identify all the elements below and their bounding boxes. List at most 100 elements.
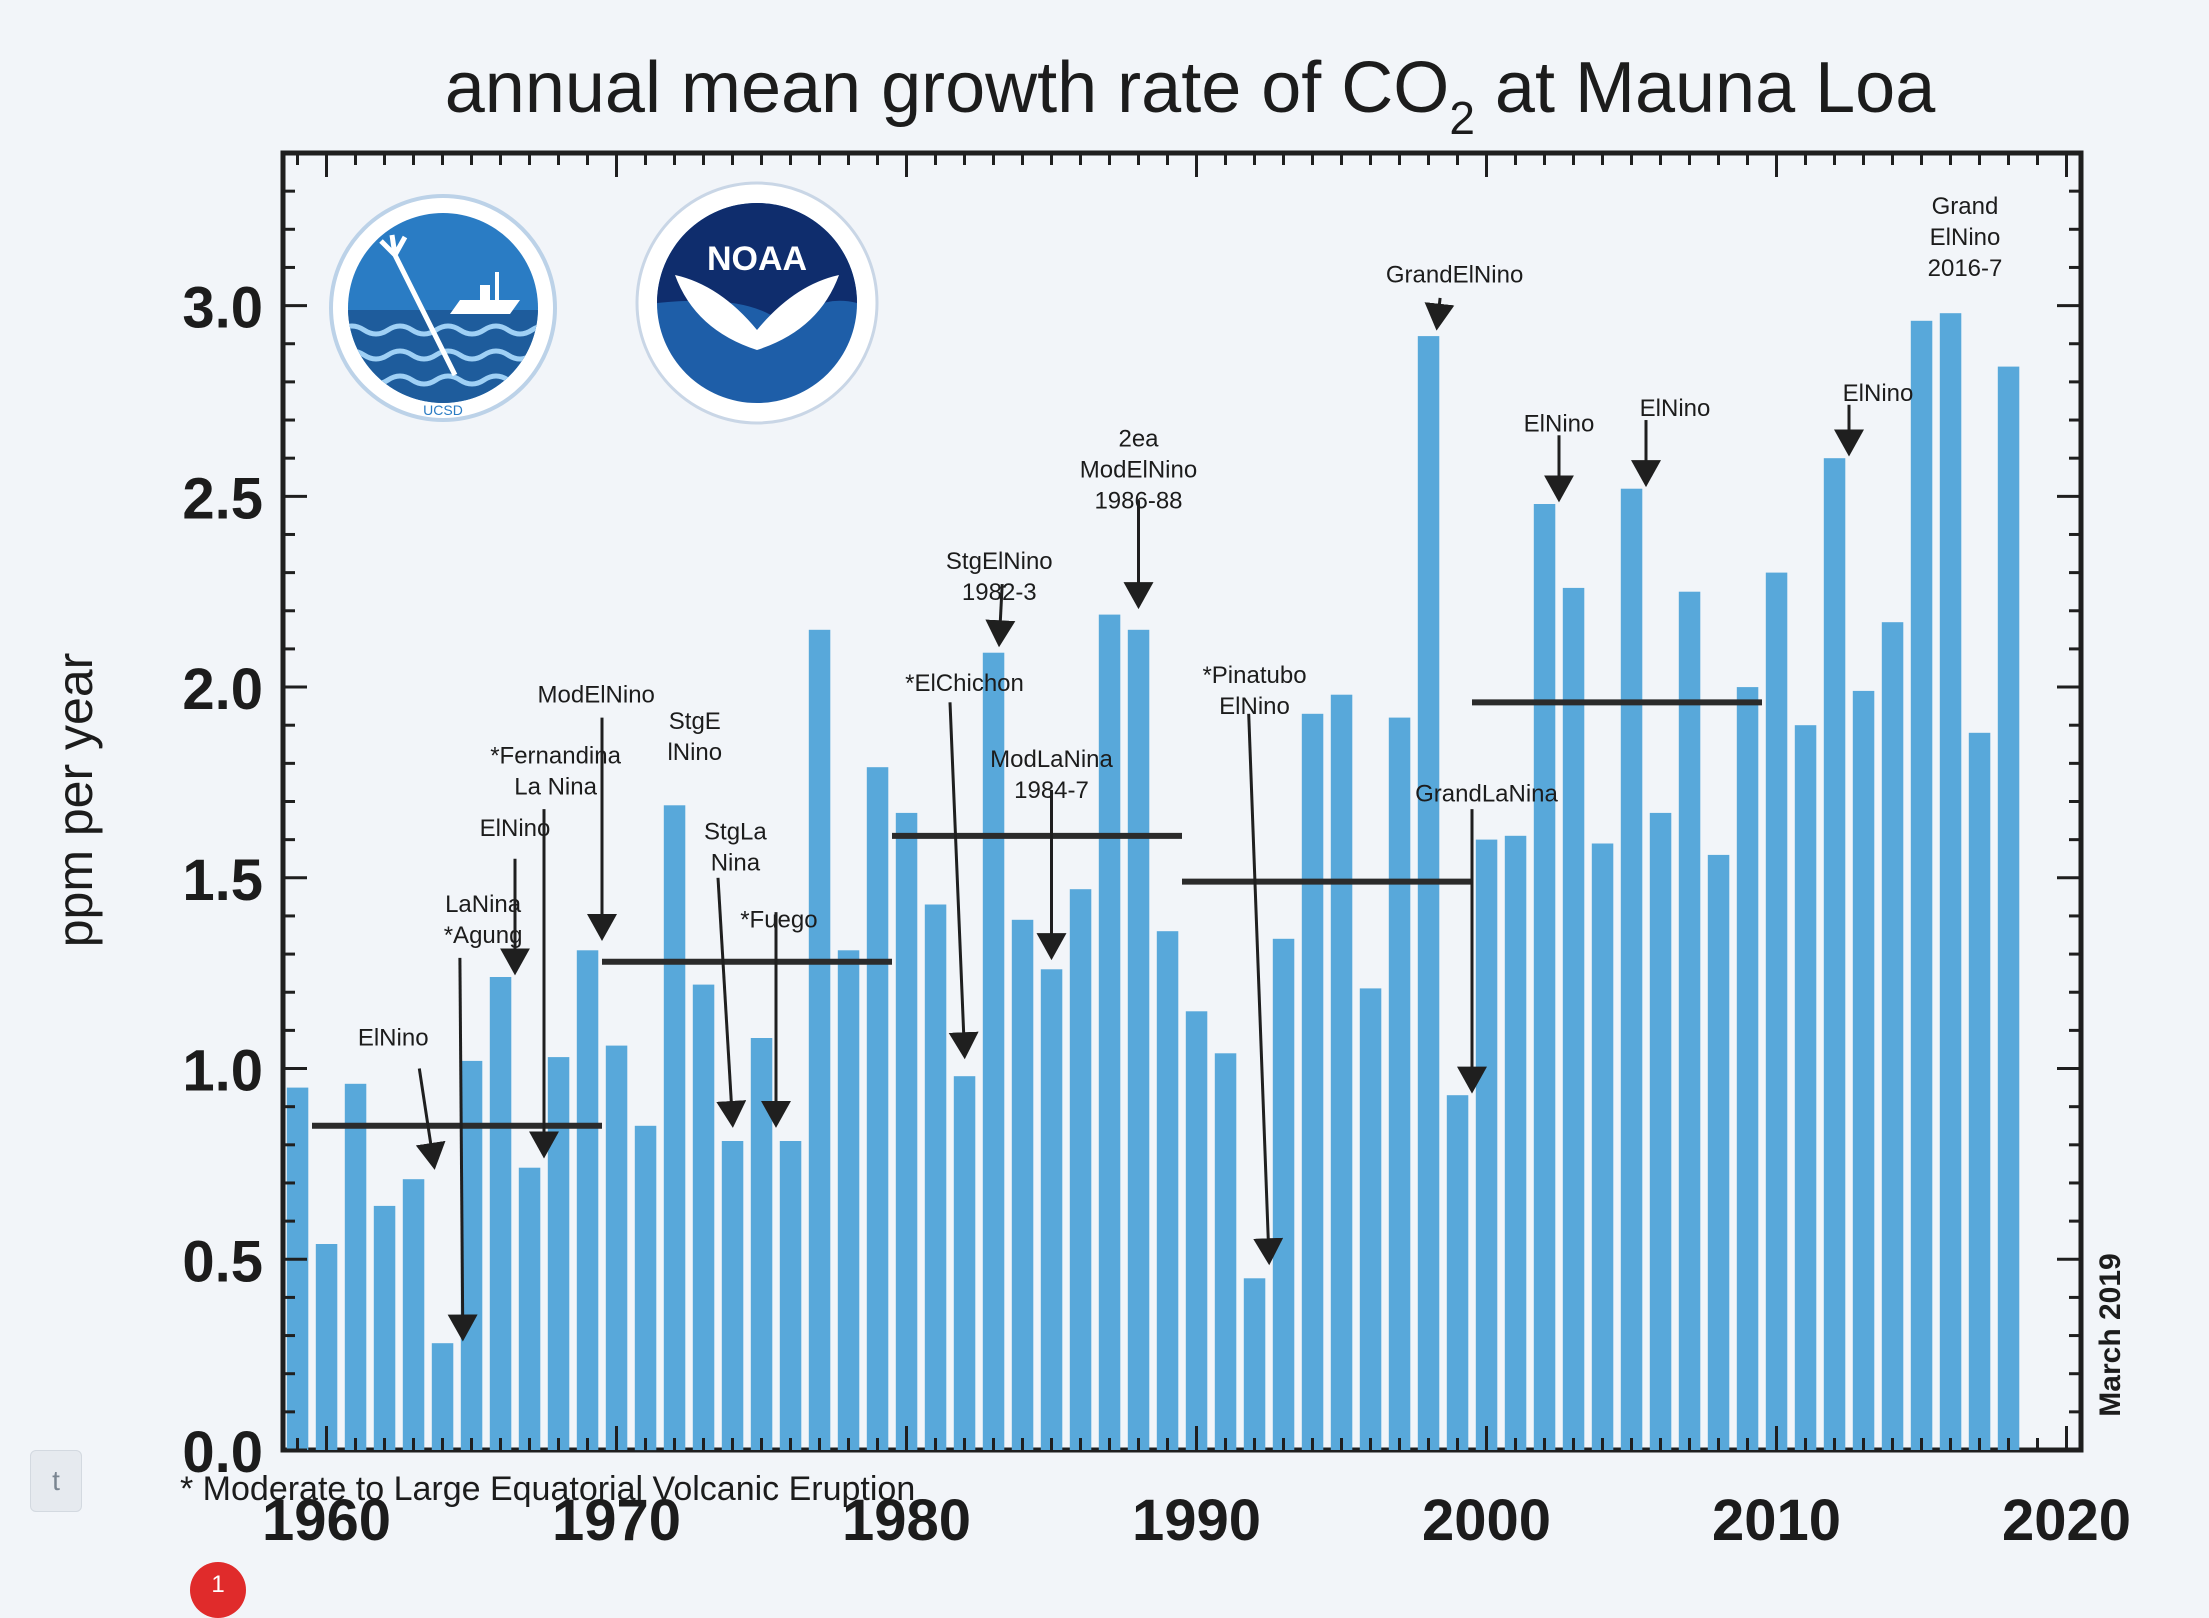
annotation-text: ElNino bbox=[1930, 224, 2001, 251]
bar-1993 bbox=[1272, 938, 1295, 1450]
annotation-arrow bbox=[948, 702, 979, 1060]
annotation-text: 2ea bbox=[1118, 426, 1159, 453]
noaa-wordmark: NOAA bbox=[707, 240, 807, 278]
chart-title: annual mean growth rate of CO2 at Mauna … bbox=[445, 48, 1936, 144]
annotation-text: ModElNino bbox=[538, 681, 655, 708]
bar-1990 bbox=[1185, 1011, 1208, 1450]
y-tick-label-1.0: 1.0 bbox=[182, 1039, 263, 1104]
bar-1975 bbox=[750, 1038, 773, 1450]
bar-2002 bbox=[1533, 504, 1556, 1450]
bar-2003 bbox=[1562, 587, 1585, 1450]
annotation-grandelnino-1997: GrandElNino bbox=[1386, 262, 1523, 331]
bar-1974 bbox=[721, 1141, 744, 1450]
annotation-text: ModLaNina bbox=[990, 746, 1113, 773]
x-tick-label-2000: 2000 bbox=[1422, 1488, 1551, 1553]
bar-1976 bbox=[779, 1141, 802, 1450]
bar-2013 bbox=[1852, 690, 1875, 1450]
bar-1988 bbox=[1127, 629, 1150, 1450]
bar-2008 bbox=[1707, 854, 1730, 1450]
title-main: annual mean growth rate of CO bbox=[445, 48, 1450, 128]
scripps-sub: UCSD bbox=[423, 402, 463, 418]
bar-1973 bbox=[692, 984, 715, 1450]
bar-2016 bbox=[1939, 313, 1962, 1451]
decade-means bbox=[312, 699, 1762, 1129]
title-tail: at Mauna Loa bbox=[1475, 48, 1936, 128]
bar-1977 bbox=[808, 629, 831, 1450]
title-subscript: 2 bbox=[1449, 92, 1475, 144]
annotation-pinatubo-elnino: *Pinatubo ElNino bbox=[1202, 662, 1307, 1266]
bar-1979 bbox=[866, 767, 889, 1450]
bar-1984 bbox=[1011, 919, 1034, 1450]
annotation-elnino-2005: ElNino bbox=[1631, 395, 1711, 488]
y-tick-label-1.5: 1.5 bbox=[182, 848, 263, 913]
notification-badge[interactable]: 1 bbox=[190, 1562, 246, 1618]
bar-1968 bbox=[547, 1057, 570, 1450]
bar-1967 bbox=[518, 1167, 541, 1450]
annotation-text: ElNino bbox=[1640, 395, 1711, 422]
annotation-stgelnino-1982: StgElNino 1982-3 bbox=[946, 548, 1053, 648]
y-tick-label-0.5: 0.5 bbox=[182, 1229, 263, 1294]
bar-1989 bbox=[1156, 931, 1179, 1450]
annotation-stglanina-1973: StgLa Nina bbox=[704, 819, 767, 1128]
x-tick-label-1970: 1970 bbox=[552, 1488, 681, 1553]
bar-1970 bbox=[605, 1045, 628, 1450]
annotation-text: Nina bbox=[711, 850, 761, 877]
y-tick-label-3.0: 3.0 bbox=[182, 276, 263, 341]
annotation-fernandina-lanina: *Fernandina La Nina bbox=[490, 742, 622, 1159]
bar-2010 bbox=[1765, 572, 1788, 1450]
bar-1983 bbox=[982, 652, 1005, 1450]
annotation-elchichon-1982: *ElChichon bbox=[905, 670, 1024, 1060]
annotation-fuego-1974: *Fuego bbox=[740, 906, 818, 1128]
annotation-text: StgLa bbox=[704, 819, 767, 846]
annotation-elnino-2012: ElNino bbox=[1834, 380, 1913, 457]
annotation-arrow bbox=[1247, 713, 1284, 1266]
bar-2017 bbox=[1968, 732, 1991, 1450]
bar-2012 bbox=[1823, 458, 1846, 1450]
bar-2006 bbox=[1649, 812, 1672, 1450]
scripps-logo: UCSD bbox=[329, 194, 557, 422]
annotation-grandlanina-1999: GrandLaNina bbox=[1415, 781, 1559, 1094]
annotation-text: ElNino bbox=[358, 1025, 429, 1052]
bar-1971 bbox=[634, 1125, 657, 1451]
bar-1972 bbox=[663, 805, 686, 1450]
annotation-text: ElNino bbox=[480, 815, 551, 842]
bar-1985 bbox=[1040, 969, 1063, 1450]
bar-1987 bbox=[1098, 614, 1121, 1450]
side-tab[interactable]: t bbox=[30, 1450, 82, 1512]
annotation-arrow bbox=[985, 583, 1016, 648]
noaa-logo: NOAA bbox=[635, 181, 879, 425]
annotation-text: ElNino bbox=[1219, 693, 1290, 720]
bar-2014 bbox=[1881, 622, 1904, 1450]
chart-root: annual mean growth rate of CO2 at Mauna … bbox=[30, 48, 2131, 1618]
x-tick-label-1980: 1980 bbox=[842, 1488, 971, 1553]
bar-1969 bbox=[576, 950, 599, 1450]
bar-2005 bbox=[1620, 488, 1643, 1450]
axis-ticks bbox=[283, 151, 2081, 1452]
annotation-text: ModElNino bbox=[1080, 457, 1197, 484]
date-stamp: March 2019 bbox=[2094, 1253, 2127, 1416]
annotation-modelnino-1969: ModElNino bbox=[538, 681, 655, 942]
bar-2000 bbox=[1475, 839, 1498, 1450]
bar-1962 bbox=[373, 1205, 396, 1450]
bar-1964 bbox=[431, 1343, 454, 1450]
bar-1992 bbox=[1243, 1278, 1266, 1450]
bar-1986 bbox=[1069, 889, 1092, 1450]
bar-2015 bbox=[1910, 320, 1933, 1450]
bar-1991 bbox=[1214, 1053, 1237, 1450]
bar-1978 bbox=[837, 950, 860, 1450]
bar-1959 bbox=[286, 1087, 309, 1450]
bar-1960 bbox=[315, 1244, 338, 1450]
annotation-text: *Pinatubo bbox=[1202, 662, 1306, 689]
bar-1966 bbox=[489, 977, 512, 1450]
annotation-text: ElNino bbox=[1524, 410, 1595, 437]
annotation-grand-elnino-2016: Grand ElNino 2016-7 bbox=[1928, 193, 2003, 282]
bar-1961 bbox=[344, 1083, 367, 1450]
chart-svg: annual mean growth rate of CO2 at Mauna … bbox=[47, 48, 2131, 1553]
annotation-text: LaNina bbox=[445, 891, 522, 918]
annotation-text: *Agung bbox=[444, 922, 523, 949]
annotation-arrow bbox=[447, 957, 478, 1342]
bar-1995 bbox=[1330, 694, 1353, 1450]
bar-2018 bbox=[1997, 366, 2020, 1451]
bar-2011 bbox=[1794, 725, 1817, 1450]
annotation-text: *ElChichon bbox=[905, 670, 1024, 697]
